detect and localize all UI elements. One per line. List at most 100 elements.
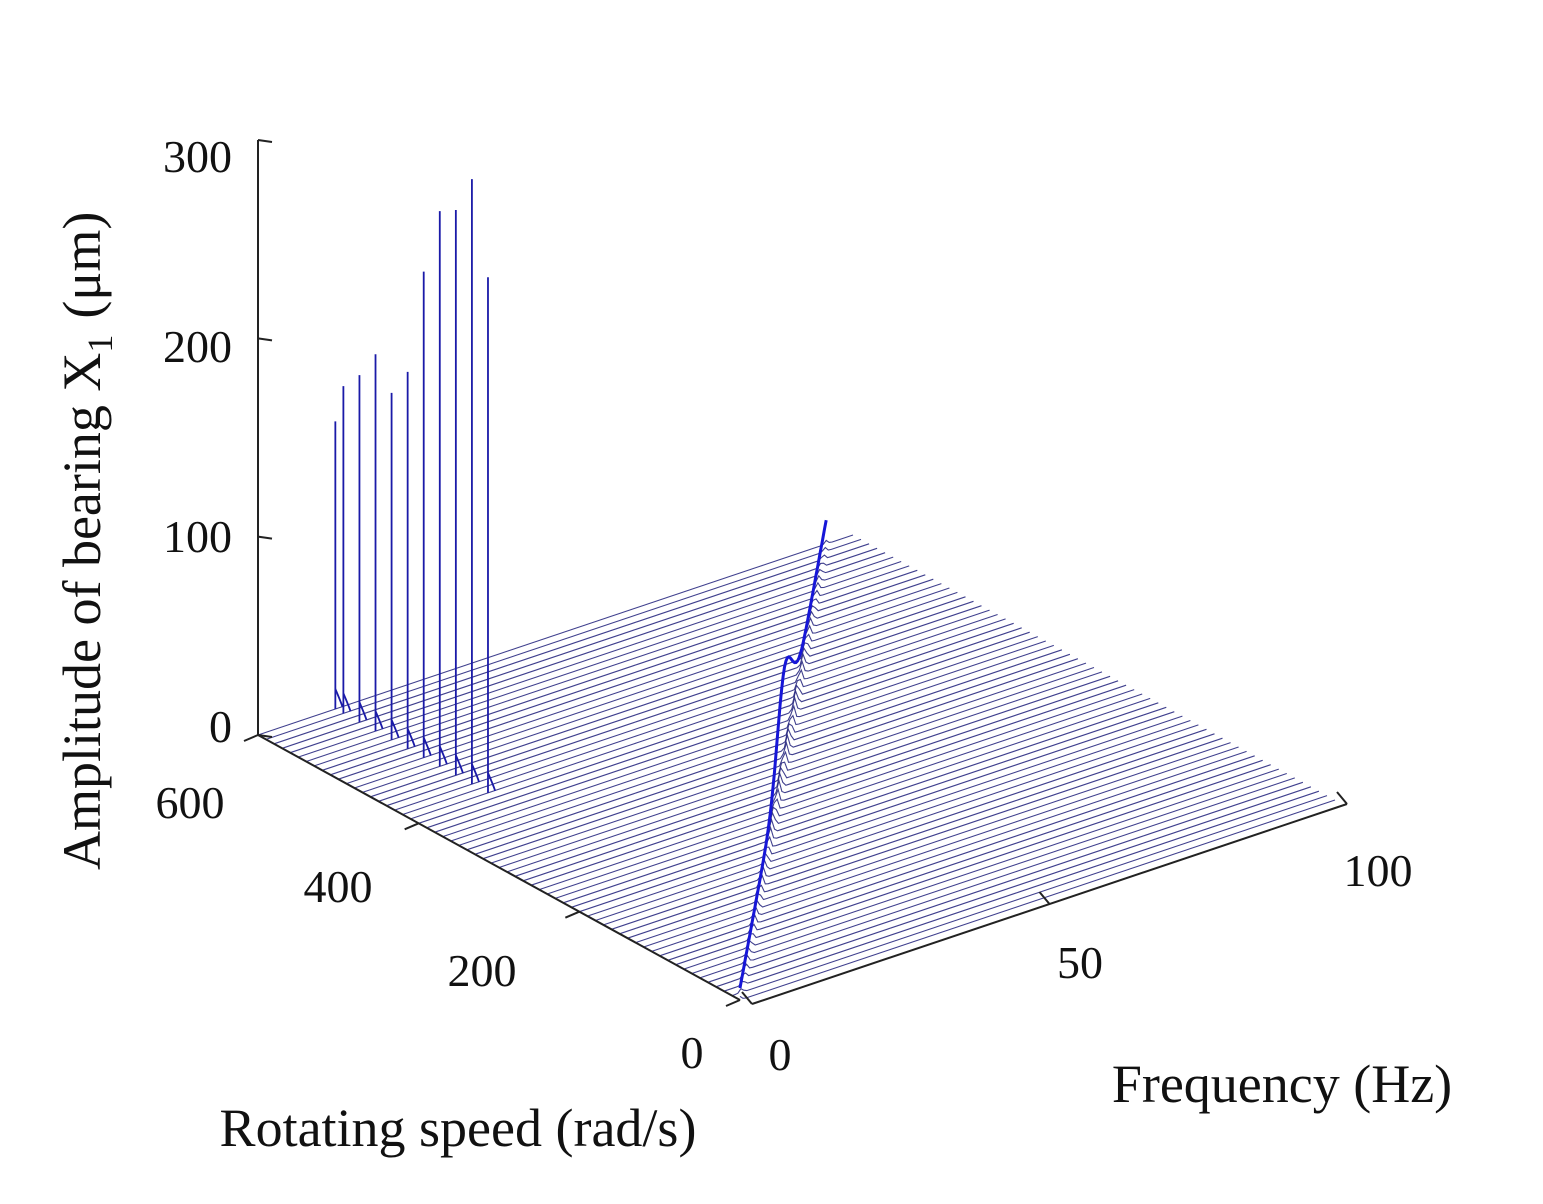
spectrum-slice (322, 569, 918, 771)
y-tick-mark (725, 999, 741, 1007)
spectrum-slice (619, 733, 1215, 935)
y-tick-mark (404, 822, 420, 831)
z-axis-title-text: Amplitude of bearing X (52, 353, 112, 870)
spectrum-slice (482, 658, 1079, 860)
z-tick-label-200: 200 (163, 321, 232, 372)
x-axis-title: Frequency (Hz) (1112, 1054, 1452, 1114)
y-tick-mark (564, 910, 580, 919)
axes (243, 139, 1348, 1007)
spectrum-slice (306, 560, 902, 763)
resonance-skirt-1 (471, 763, 480, 783)
spectrum-slice (346, 583, 942, 785)
spectrum-slice (595, 719, 1191, 922)
spectrum-slice (651, 750, 1247, 952)
x-tick-label-0: 0 (769, 1029, 792, 1080)
spectrum-slice (410, 618, 1006, 820)
spectrum-slice (555, 697, 1151, 899)
x-tick-mark (741, 991, 753, 1005)
spectrum-slice (659, 755, 1255, 957)
spectrum-slice (498, 666, 1095, 869)
resonance-skirt-2 (455, 754, 464, 774)
spectrum-slice (691, 772, 1287, 975)
spectrum-slice (522, 680, 1119, 882)
spectrum-slice (587, 715, 1183, 917)
spectrum-slice (418, 622, 1014, 824)
z-tick-label-0: 0 (209, 701, 232, 752)
spectrum-slice (281, 547, 878, 749)
svg-text:Amplitude of bearing X1(μm): Amplitude of bearing X1 (μm) (52, 212, 120, 870)
synchronous-ridge-line (738, 519, 828, 989)
z-tick-label-100: 100 (163, 511, 232, 562)
z-tick-mark (257, 139, 273, 143)
spectrum-slice (314, 565, 910, 767)
spectrum-slice (611, 728, 1207, 930)
resonance-skirt-4 (422, 737, 432, 756)
spectrum-slice (530, 684, 1127, 886)
spectrum-slice (514, 675, 1111, 877)
spectrum-slice (370, 596, 966, 798)
spectrum-slice (739, 799, 1336, 999)
spectrum-slice (402, 613, 998, 816)
resonance-skirt-9 (342, 693, 352, 712)
y-axis-line (257, 734, 741, 1001)
y-tick-label-600: 600 (156, 777, 225, 828)
spectrum-slice (450, 640, 1046, 842)
spectrum-slice (330, 574, 926, 776)
spectrum-slice (667, 759, 1263, 961)
spectrum-slice (547, 693, 1143, 895)
resonance-skirt-3 (438, 746, 448, 765)
spectrum-slice (490, 662, 1087, 864)
spectrum-slice (715, 786, 1312, 988)
resonance-peaks (334, 179, 496, 793)
spectrum-slice (579, 711, 1175, 913)
resonance-skirt-5 (406, 728, 416, 748)
z-tick-mark (257, 337, 273, 342)
spectrum-slice (539, 689, 1135, 891)
z-axis-title-unit: (μm) (52, 212, 112, 319)
z-tick-mark (257, 535, 273, 540)
resonance-skirt-6 (390, 719, 400, 739)
y-axis-title: Rotating speed (rad/s) (220, 1098, 697, 1158)
x-tick-mark (1336, 791, 1348, 805)
spectrum-slice (442, 636, 1038, 838)
spectrum-slice (289, 552, 886, 754)
spectrum-slice (603, 724, 1199, 926)
spectrum-slice (643, 746, 1239, 948)
spectrum-slice (571, 706, 1167, 908)
spectrum-slice (707, 781, 1304, 983)
z-axis-title: Amplitude of bearing X1 (μm) (52, 212, 120, 870)
spectrum-slice (474, 653, 1071, 855)
synchronous-ridge (738, 519, 828, 989)
y-tick-label-400: 400 (304, 861, 373, 912)
spectrum-slice (426, 627, 1022, 829)
resonance-skirt-0 (487, 772, 496, 792)
spectrum-slice (265, 538, 862, 740)
spectrum-slice (273, 543, 870, 745)
x-tick-label-50: 50 (1057, 937, 1103, 988)
x-tick-mark (1038, 891, 1051, 905)
spectrum-slice (362, 591, 958, 793)
spectrum-slice (298, 556, 894, 758)
y-tick-label-200: 200 (448, 945, 517, 996)
resonance-skirt-10 (334, 688, 344, 708)
spectrum-slice (699, 777, 1295, 979)
spectrum-slice (466, 649, 1063, 851)
spectrum-slice (338, 578, 934, 780)
z-axis-title-subscript: 1 (80, 335, 120, 353)
resonance-skirt-7 (374, 710, 384, 730)
spectrum-slice (627, 737, 1223, 939)
spectrum-slice (683, 768, 1279, 970)
spectrum-slice (458, 644, 1054, 846)
spectrum-slice (257, 534, 854, 736)
spectrum-slice (394, 609, 990, 811)
spectrum-slice (635, 742, 1231, 944)
spectrum-slices (257, 534, 1336, 999)
z-tick-label-300: 300 (163, 131, 232, 182)
spectrum-slice (563, 702, 1159, 904)
spectrum-slice (723, 790, 1320, 992)
spectrum-slice (506, 671, 1103, 873)
spectrum-slice (354, 587, 950, 789)
spectrum-slice (434, 631, 1030, 833)
spectrum-slice (386, 605, 982, 807)
